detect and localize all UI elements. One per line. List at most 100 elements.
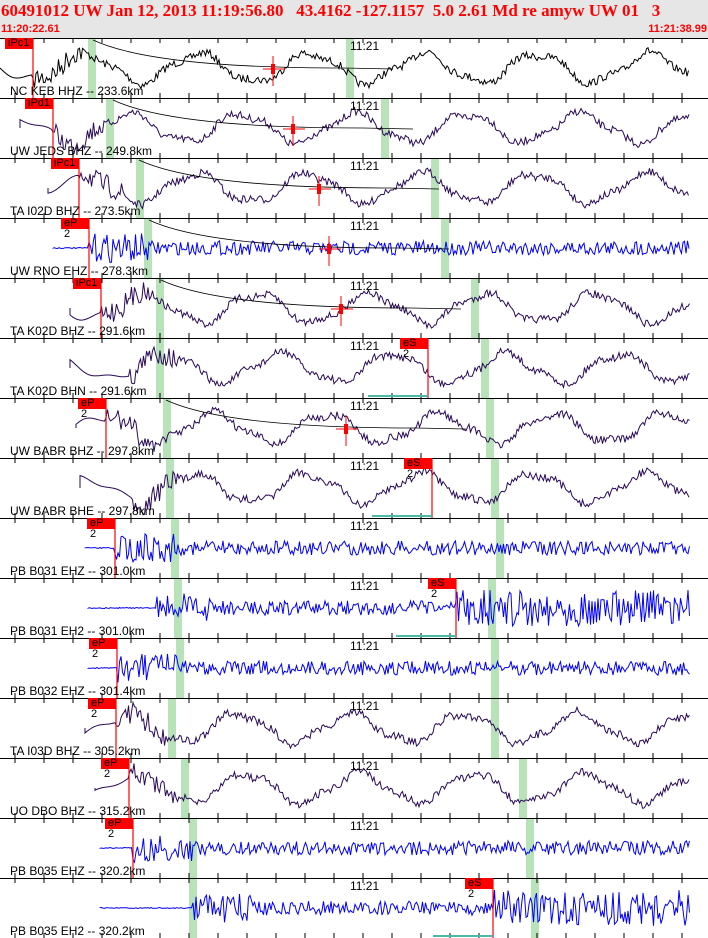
waveform [87,589,690,628]
coda-curve [138,159,440,190]
station-label: PB B035 EHZ -- 320.2km [10,864,146,878]
p-window [163,398,171,458]
waveform [52,233,690,263]
phase-pick-label[interactable]: eP 2 [87,518,115,540]
time-mark: 11:21 [350,99,380,113]
trace-row[interactable]: 11:21 eS 2 UW BABR BHE -- 297.8km [0,458,708,518]
time-mark: 11:21 [350,399,380,413]
phase-pick-label[interactable]: iPc1 [5,38,33,49]
time-mark: 11:21 [350,519,380,533]
time-mark: 11:21 [350,339,380,353]
trace-row[interactable]: 11:21 eP 2 UO DBO BHZ -- 315.2km [0,758,708,818]
coda-curve [112,99,414,130]
p-window [136,158,144,218]
trace-row[interactable]: 11:21 iPc1 TA I02D BHZ -- 273.5km [0,158,708,218]
station-label: TA K02D BHZ -- 291.6km [10,324,146,338]
waveform [84,700,690,750]
time-mark: 11:21 [350,879,380,893]
phase-pick-label[interactable]: eS 2 [404,458,432,480]
station-label: NC KEB HHZ -- 233.6km [10,84,144,98]
time-mark: 11:21 [350,159,380,173]
station-label: UW RNO EHZ -- 278.3km [10,264,149,278]
trace-row[interactable]: 11:21 eP 2 UW RNO EHZ -- 278.3km [0,218,708,278]
waveform [94,763,690,809]
coda-curve [160,279,462,310]
time-mark: 11:21 [350,219,380,233]
station-label: UW BABR BHE -- 297.8km [10,504,155,518]
waveform [69,282,690,330]
trace-row[interactable]: 11:21 eS 2 TA K02D BHN -- 291.6km [0,338,708,398]
waveform [75,406,690,452]
trace-row[interactable]: 11:21 eP 2 UW BABR BHZ -- 297.8km [0,398,708,458]
s-window [488,578,496,638]
phase-pick-label[interactable]: eP 2 [78,398,106,420]
p-window [176,638,184,698]
station-label: UW JEDS BHZ -- 249.8km [10,144,153,158]
coda-curve [148,219,450,250]
s-window [531,878,539,938]
s-window [519,758,527,818]
station-label: TA I02D BHZ -- 273.5km [10,204,141,218]
phase-pick-label[interactable]: eP 2 [61,218,89,240]
event-title: 60491012 UW Jan 12, 2013 11:19:56.80 43.… [1,1,661,20]
phase-pick-label[interactable]: eP 2 [105,818,133,840]
time-mark: 11:21 [350,279,380,293]
waveform [0,46,689,90]
trace-row[interactable]: 11:21 eP 2 PB B031 EHZ -- 301.0km [0,518,708,578]
end-time: 11:21:38.99 [648,23,707,35]
waveform [19,106,690,155]
waveform [99,835,690,864]
station-label: TA I03D BHZ -- 305.2km [10,744,141,758]
s-window [471,278,479,338]
p-window [106,98,114,158]
trace-row[interactable]: 11:21 eS 2 PB B035 EH2 -- 320.2km [0,878,708,938]
time-mark: 11:21 [350,759,380,773]
phase-pick-label[interactable]: iPd1 [25,98,53,109]
p-window [181,758,189,818]
time-mark: 11:21 [350,39,380,53]
station-label: UO DBO BHZ -- 315.2km [10,804,146,818]
time-mark: 11:21 [350,819,380,833]
waveform [87,653,690,683]
phase-pick-label[interactable]: eP 2 [88,698,116,720]
station-label: PB B031 EHZ -- 301.0km [10,564,146,578]
s-window [491,458,499,518]
trace-row[interactable]: 11:21 eP 2 PB B035 EHZ -- 320.2km [0,818,708,878]
time-mark: 11:21 [350,459,380,473]
time-mark: 11:21 [350,639,380,653]
p-window [156,338,164,398]
trace-row[interactable]: 11:21 eP 2 PB B032 EHZ -- 301.4km [0,638,708,698]
trace-row[interactable]: 11:21 eS 2 PB B031 EH2 -- 301.0km [0,578,708,638]
trace-row[interactable]: 11:21 iPc1 NC KEB HHZ -- 233.6km [0,38,708,98]
trace-row[interactable]: 11:21 iPc1 TA K02D BHZ -- 291.6km [0,278,708,338]
s-window [381,98,389,158]
phase-pick-label[interactable]: iPc1 [51,158,79,169]
station-label: PB B035 EH2 -- 320.2km [10,924,145,938]
trace-row[interactable]: 11:21 iPd1 UW JEDS BHZ -- 249.8km [0,98,708,158]
station-label: PB B032 EHZ -- 301.4km [10,684,146,698]
p-window [144,218,152,278]
p-window [168,698,176,758]
phase-pick-label[interactable]: eS 2 [428,578,456,600]
p-window [88,38,96,98]
phase-pick-label[interactable]: eP 2 [89,638,117,660]
waveform [84,532,690,564]
waveform [99,890,690,926]
station-label: UW BABR BHZ -- 297.8km [10,444,155,458]
phase-pick-label[interactable]: eP 2 [101,758,129,780]
s-window [486,398,494,458]
station-label: TA K02D BHN -- 291.6km [10,384,147,398]
time-mark: 11:21 [350,579,380,593]
coda-curve [92,39,394,70]
phase-pick-label[interactable]: eS 2 [465,878,493,900]
coda-curve [165,399,467,430]
trace-row[interactable]: 11:21 eP 2 TA I03D BHZ -- 305.2km [0,698,708,758]
time-mark: 11:21 [350,699,380,713]
phase-pick-label[interactable]: eS 2 [400,338,428,360]
phase-pick-label[interactable]: iPc1 [73,278,101,289]
header-bar: 60491012 UW Jan 12, 2013 11:19:56.80 43.… [0,0,708,38]
s-window [431,158,439,218]
waveform [47,167,689,210]
waveform [69,345,690,390]
s-window [526,818,534,878]
